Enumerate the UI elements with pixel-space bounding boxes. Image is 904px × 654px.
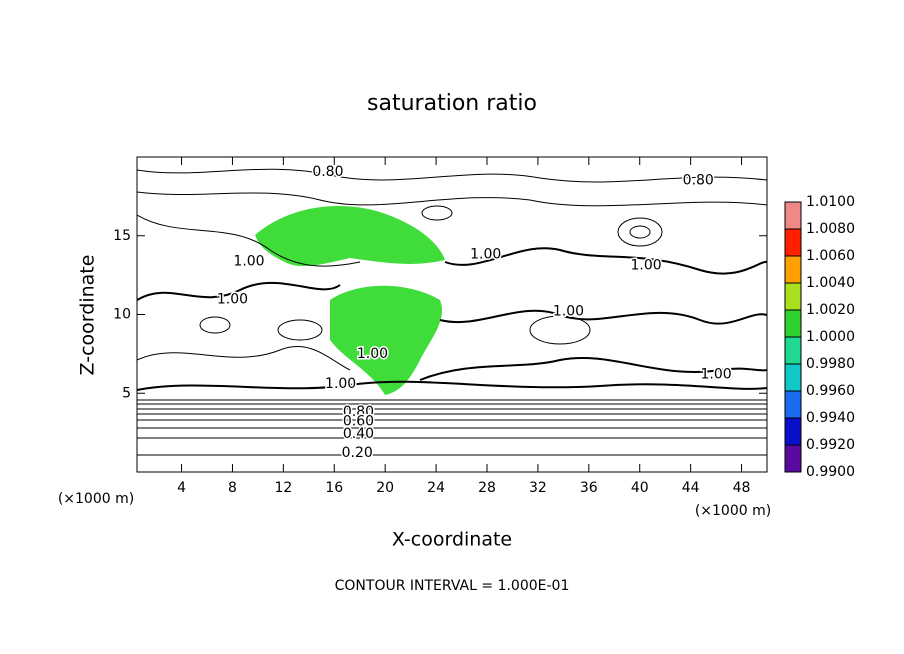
colorbar-label: 0.9940	[806, 410, 855, 426]
colorbar-segment	[785, 229, 801, 256]
colorbar-label: 1.0040	[806, 275, 855, 291]
x-tick-label: 24	[427, 480, 445, 496]
x-tick-label: 20	[376, 480, 394, 496]
y-axis-label: Z-coordinate	[77, 255, 99, 376]
supersaturated-region	[330, 285, 442, 395]
x-tick-label: 40	[631, 480, 649, 496]
colorbar-segment	[785, 256, 801, 283]
colorbar-segment	[785, 445, 801, 472]
colorbar-segment	[785, 391, 801, 418]
contour-label: 0.20	[342, 445, 373, 461]
contour-label: 1.00	[553, 303, 584, 319]
colorbar-segment	[785, 418, 801, 445]
contour-label: 0.40	[343, 426, 374, 442]
y-tick-label: 5	[122, 385, 131, 401]
contour-label: 0.80	[683, 173, 714, 189]
colorbar-segment	[785, 283, 801, 310]
contour-label: 1.00	[470, 247, 501, 263]
x-tick-label: 4	[177, 480, 186, 496]
chart-title: saturation ratio	[367, 91, 537, 116]
contour-label: 1.00	[357, 346, 388, 362]
y-unit: (×1000 m)	[695, 503, 771, 519]
x-tick-label: 44	[682, 480, 700, 496]
contour-label: 1.00	[631, 258, 662, 274]
contour-label: 0.80	[312, 164, 343, 180]
supersaturated-region	[255, 205, 445, 267]
colorbar-label: 1.0020	[806, 302, 855, 318]
colorbar-label: 1.0000	[806, 329, 855, 345]
contour-label: 1.00	[217, 292, 248, 308]
plot-frame	[136, 156, 768, 473]
colorbar-segment	[785, 310, 801, 337]
x-tick-label: 12	[274, 480, 292, 496]
colorbar-label: 1.0060	[806, 248, 855, 264]
contour-label: 0.60	[343, 414, 374, 430]
footnote: CONTOUR INTERVAL = 1.000E-01	[335, 578, 570, 594]
y-tick-label: 15	[113, 228, 131, 244]
colorbar-label: 0.9900	[806, 464, 855, 480]
field	[137, 168, 767, 456]
y-tick-label: 10	[113, 307, 131, 323]
x-tick-label: 48	[733, 480, 751, 496]
colorbar-label: 1.0100	[806, 194, 855, 210]
x-tick-label: 36	[580, 480, 598, 496]
x-tick-label: 32	[529, 480, 547, 496]
x-tick-label: 28	[478, 480, 496, 496]
contour-label: 0.80	[343, 404, 374, 420]
x-tick-label: 8	[228, 480, 237, 496]
contour-label: 1.00	[233, 254, 264, 270]
colorbar-label: 0.9960	[806, 383, 855, 399]
colorbar-segment	[785, 337, 801, 364]
colorbar-label: 1.0080	[806, 221, 855, 237]
colorbar-segment	[785, 364, 801, 391]
x-axis-label: X-coordinate	[392, 529, 512, 551]
colorbar-segment	[785, 202, 801, 229]
x-tick-label: 16	[325, 480, 343, 496]
contour-label: 1.00	[325, 376, 356, 392]
colorbar-label: 0.9980	[806, 356, 855, 372]
contour-label: 1.00	[701, 366, 732, 382]
x-unit: (×1000 m)	[58, 491, 134, 507]
colorbar-label: 0.9920	[806, 437, 855, 453]
